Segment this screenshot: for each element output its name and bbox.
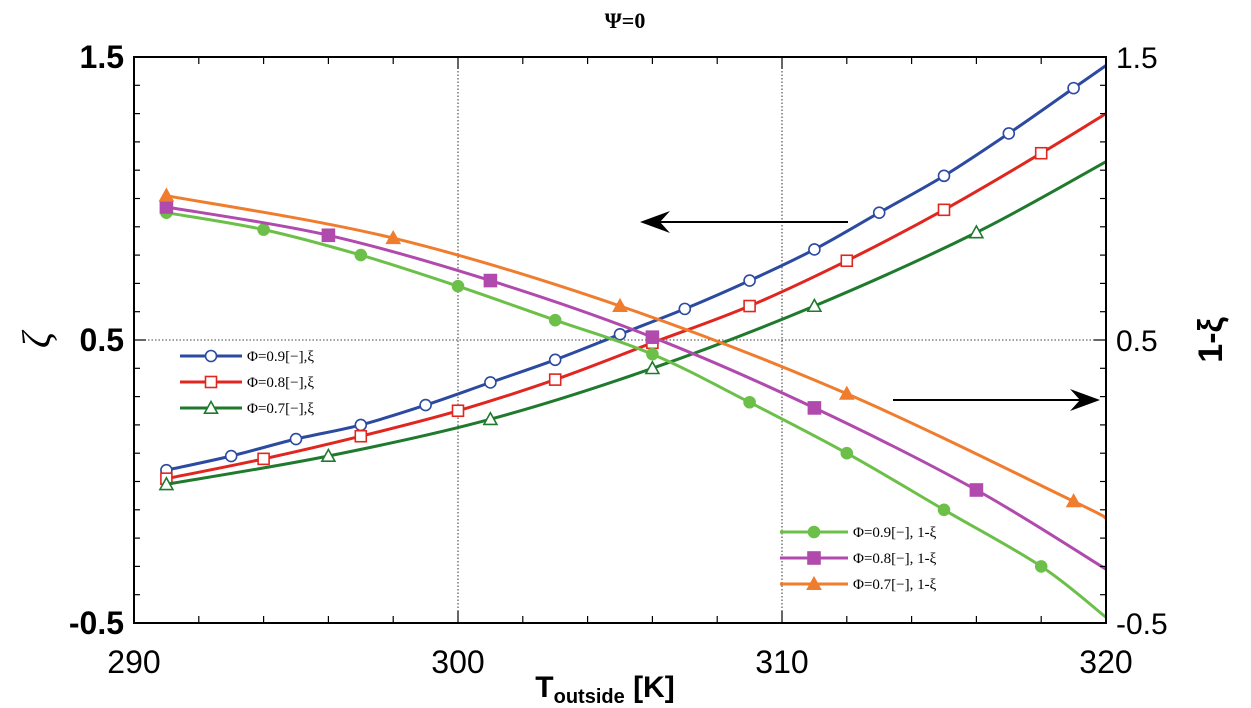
x-tick-label-0: 290 xyxy=(107,644,160,680)
series-2-point-1 xyxy=(320,447,337,463)
series-0-point-9 xyxy=(743,274,756,287)
x-tick-label-1: 300 xyxy=(431,644,484,680)
series-0-point-12 xyxy=(937,169,951,183)
legend-left-marker-1 xyxy=(204,375,218,389)
series-0-point-4 xyxy=(419,398,432,412)
series-0-point-14 xyxy=(1067,81,1080,95)
series-0-point-10 xyxy=(808,243,821,256)
chart-title: Ψ=0 xyxy=(605,8,646,33)
series-1-point-6 xyxy=(743,299,756,313)
x-axis-label-unit: [K] xyxy=(625,671,675,704)
legend-left-label-0: Φ=0.9[−],ξ xyxy=(247,349,314,365)
legend-right-label-2: Φ=0.7[−], 1-ξ xyxy=(853,577,937,593)
series-line-5 xyxy=(166,194,1107,520)
series-1-point-4 xyxy=(548,373,562,386)
series-3-point-3 xyxy=(451,279,465,293)
gridlines xyxy=(134,57,1106,623)
y-axis-label-right: 1-ξ xyxy=(1192,316,1230,362)
series-1-point-7 xyxy=(840,254,854,268)
series-3-point-7 xyxy=(840,446,854,460)
series-0-point-11 xyxy=(872,206,886,219)
series-4-point-1 xyxy=(321,228,336,243)
y-tick-label-right-2: 1.5 xyxy=(1116,42,1158,75)
y-tick-label-left-2: 1.5 xyxy=(80,39,124,75)
x-tick-label-3: 320 xyxy=(1079,644,1132,680)
legend-left: Φ=0.9[−],ξ Φ=0.8[−],ξ Φ=0.7[−],ξ xyxy=(180,349,314,417)
legend-left-marker-2 xyxy=(203,399,219,415)
y-tick-label-right-0: -0.5 xyxy=(1116,608,1168,641)
series-0-point-2 xyxy=(289,432,303,446)
series-4-point-3 xyxy=(645,330,660,344)
series-0-point-1 xyxy=(224,449,238,463)
axis-arrows xyxy=(640,211,1100,411)
legend-right-marker-2 xyxy=(806,575,822,591)
series-3-point-1 xyxy=(257,223,270,236)
legend-left-label-1: Φ=0.8[−],ξ xyxy=(247,375,314,391)
legend-right: Φ=0.9[−], 1-ξ Φ=0.8[−], 1-ξ Φ=0.7[−], 1-ξ xyxy=(780,525,937,593)
series-5-point-1 xyxy=(385,229,402,245)
series-5 xyxy=(158,187,1107,520)
arrow-right-head xyxy=(1070,389,1100,411)
legend-left-label-2: Φ=0.7[−],ξ xyxy=(247,401,314,417)
arrow-left-head xyxy=(640,211,670,233)
series-1-point-2 xyxy=(354,429,368,443)
series-0-point-5 xyxy=(484,376,497,389)
series-2-point-3 xyxy=(644,360,661,375)
x-tick-label-2: 310 xyxy=(755,644,808,680)
series-3 xyxy=(160,206,1107,619)
legend-right-marker-1 xyxy=(807,551,821,565)
series-3-point-5 xyxy=(646,347,659,361)
series-4-point-0 xyxy=(159,200,174,214)
series-0-point-7 xyxy=(613,328,627,341)
y-axis-label-left: ζ xyxy=(14,329,59,348)
axis-ticks xyxy=(133,56,1107,624)
series-4-point-5 xyxy=(969,483,984,497)
series-3-point-2 xyxy=(354,248,368,262)
series-layer xyxy=(158,64,1107,619)
series-3-point-4 xyxy=(548,313,562,327)
series-3-point-6 xyxy=(743,395,756,409)
series-0 xyxy=(160,64,1107,477)
series-4 xyxy=(159,200,1107,571)
series-0-point-13 xyxy=(1002,127,1016,140)
series-5-point-3 xyxy=(838,385,855,400)
series-4-point-2 xyxy=(483,273,498,288)
y-tick-label-right-1: 0.5 xyxy=(1116,325,1158,358)
y-tick-label-left-1: 0.5 xyxy=(80,322,124,358)
series-2 xyxy=(158,160,1107,491)
series-1 xyxy=(160,112,1107,485)
y-tick-label-left-0: -0.5 xyxy=(69,605,124,641)
series-1-point-1 xyxy=(257,452,270,466)
series-1-point-3 xyxy=(451,404,465,418)
series-line-0 xyxy=(166,64,1107,472)
legend-left-marker-0 xyxy=(204,349,218,363)
x-axis-label-sub: outside xyxy=(554,686,625,708)
x-axis-label-main: T xyxy=(535,671,553,704)
series-2-point-2 xyxy=(482,411,499,426)
x-axis-label: Toutside [K] xyxy=(535,671,674,708)
legend-right-label-0: Φ=0.9[−], 1-ξ xyxy=(853,525,937,541)
tick-labels: 290 300 310 320-0.50.51.5-0.50.51.5 xyxy=(69,39,1168,680)
series-5-point-2 xyxy=(612,297,628,313)
series-line-1 xyxy=(166,112,1107,481)
series-1-point-9 xyxy=(1034,146,1048,160)
series-0-point-6 xyxy=(548,353,562,367)
series-0-point-8 xyxy=(678,302,692,316)
series-3-point-8 xyxy=(937,503,951,517)
series-2-point-0 xyxy=(158,476,175,491)
series-0-point-3 xyxy=(354,418,368,432)
legend-right-label-1: Φ=0.8[−], 1-ξ xyxy=(853,551,937,567)
series-2-point-5 xyxy=(968,224,985,239)
legend-right-marker-0 xyxy=(807,525,821,539)
series-4-point-4 xyxy=(807,401,822,415)
series-5-point-0 xyxy=(158,187,175,202)
series-2-point-4 xyxy=(806,297,823,313)
series-1-point-8 xyxy=(937,203,951,217)
series-3-point-9 xyxy=(1034,560,1048,573)
series-5-point-4 xyxy=(1065,493,1082,508)
